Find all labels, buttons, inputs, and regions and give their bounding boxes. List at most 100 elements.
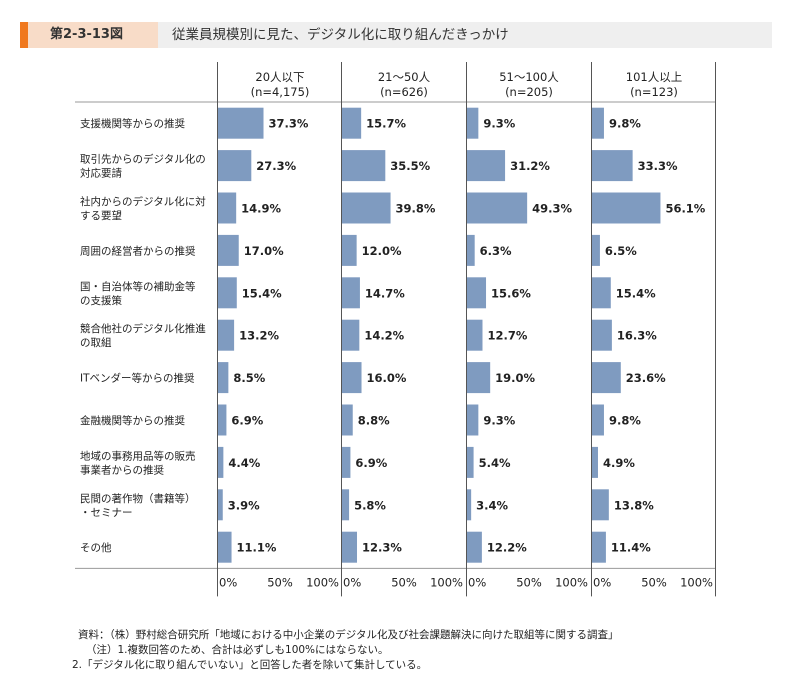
bar (592, 234, 600, 266)
series-name: 51～100人 (499, 70, 559, 84)
bar (342, 150, 386, 182)
x-tick-label: 50% (267, 575, 293, 589)
category-label: の支援策 (80, 294, 122, 307)
data-label: 9.8% (609, 117, 641, 131)
data-label: 9.8% (609, 414, 641, 428)
category-label: その他 (80, 541, 112, 554)
data-label: 6.9% (355, 456, 387, 470)
data-label: 8.5% (233, 371, 265, 385)
bar (342, 319, 360, 351)
data-label: 5.4% (479, 456, 511, 470)
bar (467, 489, 472, 521)
data-label: 3.9% (228, 498, 260, 512)
data-label: 6.3% (480, 244, 512, 258)
data-label: 12.3% (362, 541, 402, 555)
x-tick-label: 50% (641, 575, 667, 589)
series-name: 101人以上 (626, 70, 682, 84)
category-label: 事業者からの推奨 (80, 463, 164, 476)
data-label: 6.5% (605, 244, 637, 258)
note-2: 2.「デジタル化に取り組んでいない」と回答した者を除いて集計している。 (72, 659, 428, 671)
bar (218, 362, 229, 394)
bar (592, 107, 604, 139)
bar (467, 404, 479, 436)
data-label: 14.9% (241, 202, 281, 216)
data-label: 12.2% (487, 541, 527, 555)
bar (592, 489, 609, 521)
bar (342, 446, 351, 478)
bar (592, 150, 633, 182)
x-tick-label: 0% (468, 575, 486, 589)
data-label: 12.7% (487, 329, 527, 343)
x-tick-label: 100% (430, 575, 463, 589)
bar (218, 192, 237, 224)
x-tick-label: 50% (391, 575, 417, 589)
source-note: 資料：（株）野村総合研究所「地域における中小企業のデジタル化及び社会課題解決に向… (78, 629, 619, 641)
series-name: 20人以下 (255, 70, 304, 84)
data-label: 12.0% (362, 244, 402, 258)
bar (592, 404, 604, 436)
data-label: 4.9% (603, 456, 635, 470)
data-label: 31.2% (510, 159, 550, 173)
data-label: 6.9% (231, 414, 263, 428)
data-label: 19.0% (495, 371, 535, 385)
data-label: 27.3% (256, 159, 296, 173)
x-tick-label: 0% (593, 575, 611, 589)
figure-title: 従業員規模別に見た、デジタル化に取り組んだきっかけ (172, 27, 509, 43)
data-label: 14.7% (365, 286, 405, 300)
bar (218, 531, 232, 563)
data-label: 16.0% (367, 371, 407, 385)
category-label: 周囲の経営者からの推奨 (80, 244, 196, 257)
data-label: 16.3% (617, 329, 657, 343)
series-n: (n=123) (630, 85, 678, 99)
category-label: 地域の事務用品等の販売 (80, 449, 196, 462)
notes: 資料：（株）野村総合研究所「地域における中小企業のデジタル化及び社会課題解決に向… (72, 628, 619, 673)
figure-number: 第2-3-13図 (20, 22, 158, 48)
bar (218, 489, 223, 521)
series-n: (n=626) (380, 85, 428, 99)
bar (467, 277, 487, 309)
bar (467, 107, 479, 139)
category-label: の取組 (80, 336, 112, 349)
data-label: 15.4% (242, 286, 282, 300)
bar (592, 362, 621, 394)
data-label: 13.8% (614, 498, 654, 512)
category-label: 対応要請 (80, 167, 122, 180)
data-label: 11.1% (237, 541, 277, 555)
bar (342, 192, 391, 224)
x-tick-label: 0% (343, 575, 361, 589)
data-label: 9.3% (483, 414, 515, 428)
bar (592, 531, 606, 563)
bar (467, 446, 474, 478)
data-label: 14.2% (364, 329, 404, 343)
bar (342, 107, 362, 139)
series-name: 21～50人 (378, 70, 431, 84)
data-label: 23.6% (626, 371, 666, 385)
bar (592, 277, 611, 309)
category-label: 競合他社のデジタル化推進 (80, 322, 206, 335)
bar (467, 319, 483, 351)
category-label: 取引先からのデジタル化の (80, 153, 206, 166)
x-tick-label: 0% (219, 575, 237, 589)
bar (218, 107, 264, 139)
bar (467, 531, 482, 563)
data-label: 39.8% (396, 202, 436, 216)
data-label: 17.0% (244, 244, 284, 258)
data-label: 35.5% (390, 159, 430, 173)
x-tick-label: 100% (680, 575, 713, 589)
data-label: 56.1% (665, 202, 705, 216)
category-label: 金融機関等からの推奨 (80, 414, 185, 427)
data-label: 15.6% (491, 286, 531, 300)
data-label: 11.4% (611, 541, 651, 555)
note-1: （注）1.複数回答のため、合計は必ずしも100%にはならない。 (86, 644, 389, 656)
bar (218, 319, 235, 351)
bar-chart: 20人以下(n=4,175) 21～50人(n=626) 51～100人(n=205… (75, 62, 716, 597)
bar (218, 277, 237, 309)
bar (342, 277, 360, 309)
bar (218, 404, 227, 436)
data-label: 13.2% (239, 329, 279, 343)
data-label: 8.8% (358, 414, 390, 428)
category-label: 社内からのデジタル化に対 (80, 195, 206, 208)
bar (467, 234, 475, 266)
bar (342, 234, 357, 266)
bar (592, 192, 661, 224)
